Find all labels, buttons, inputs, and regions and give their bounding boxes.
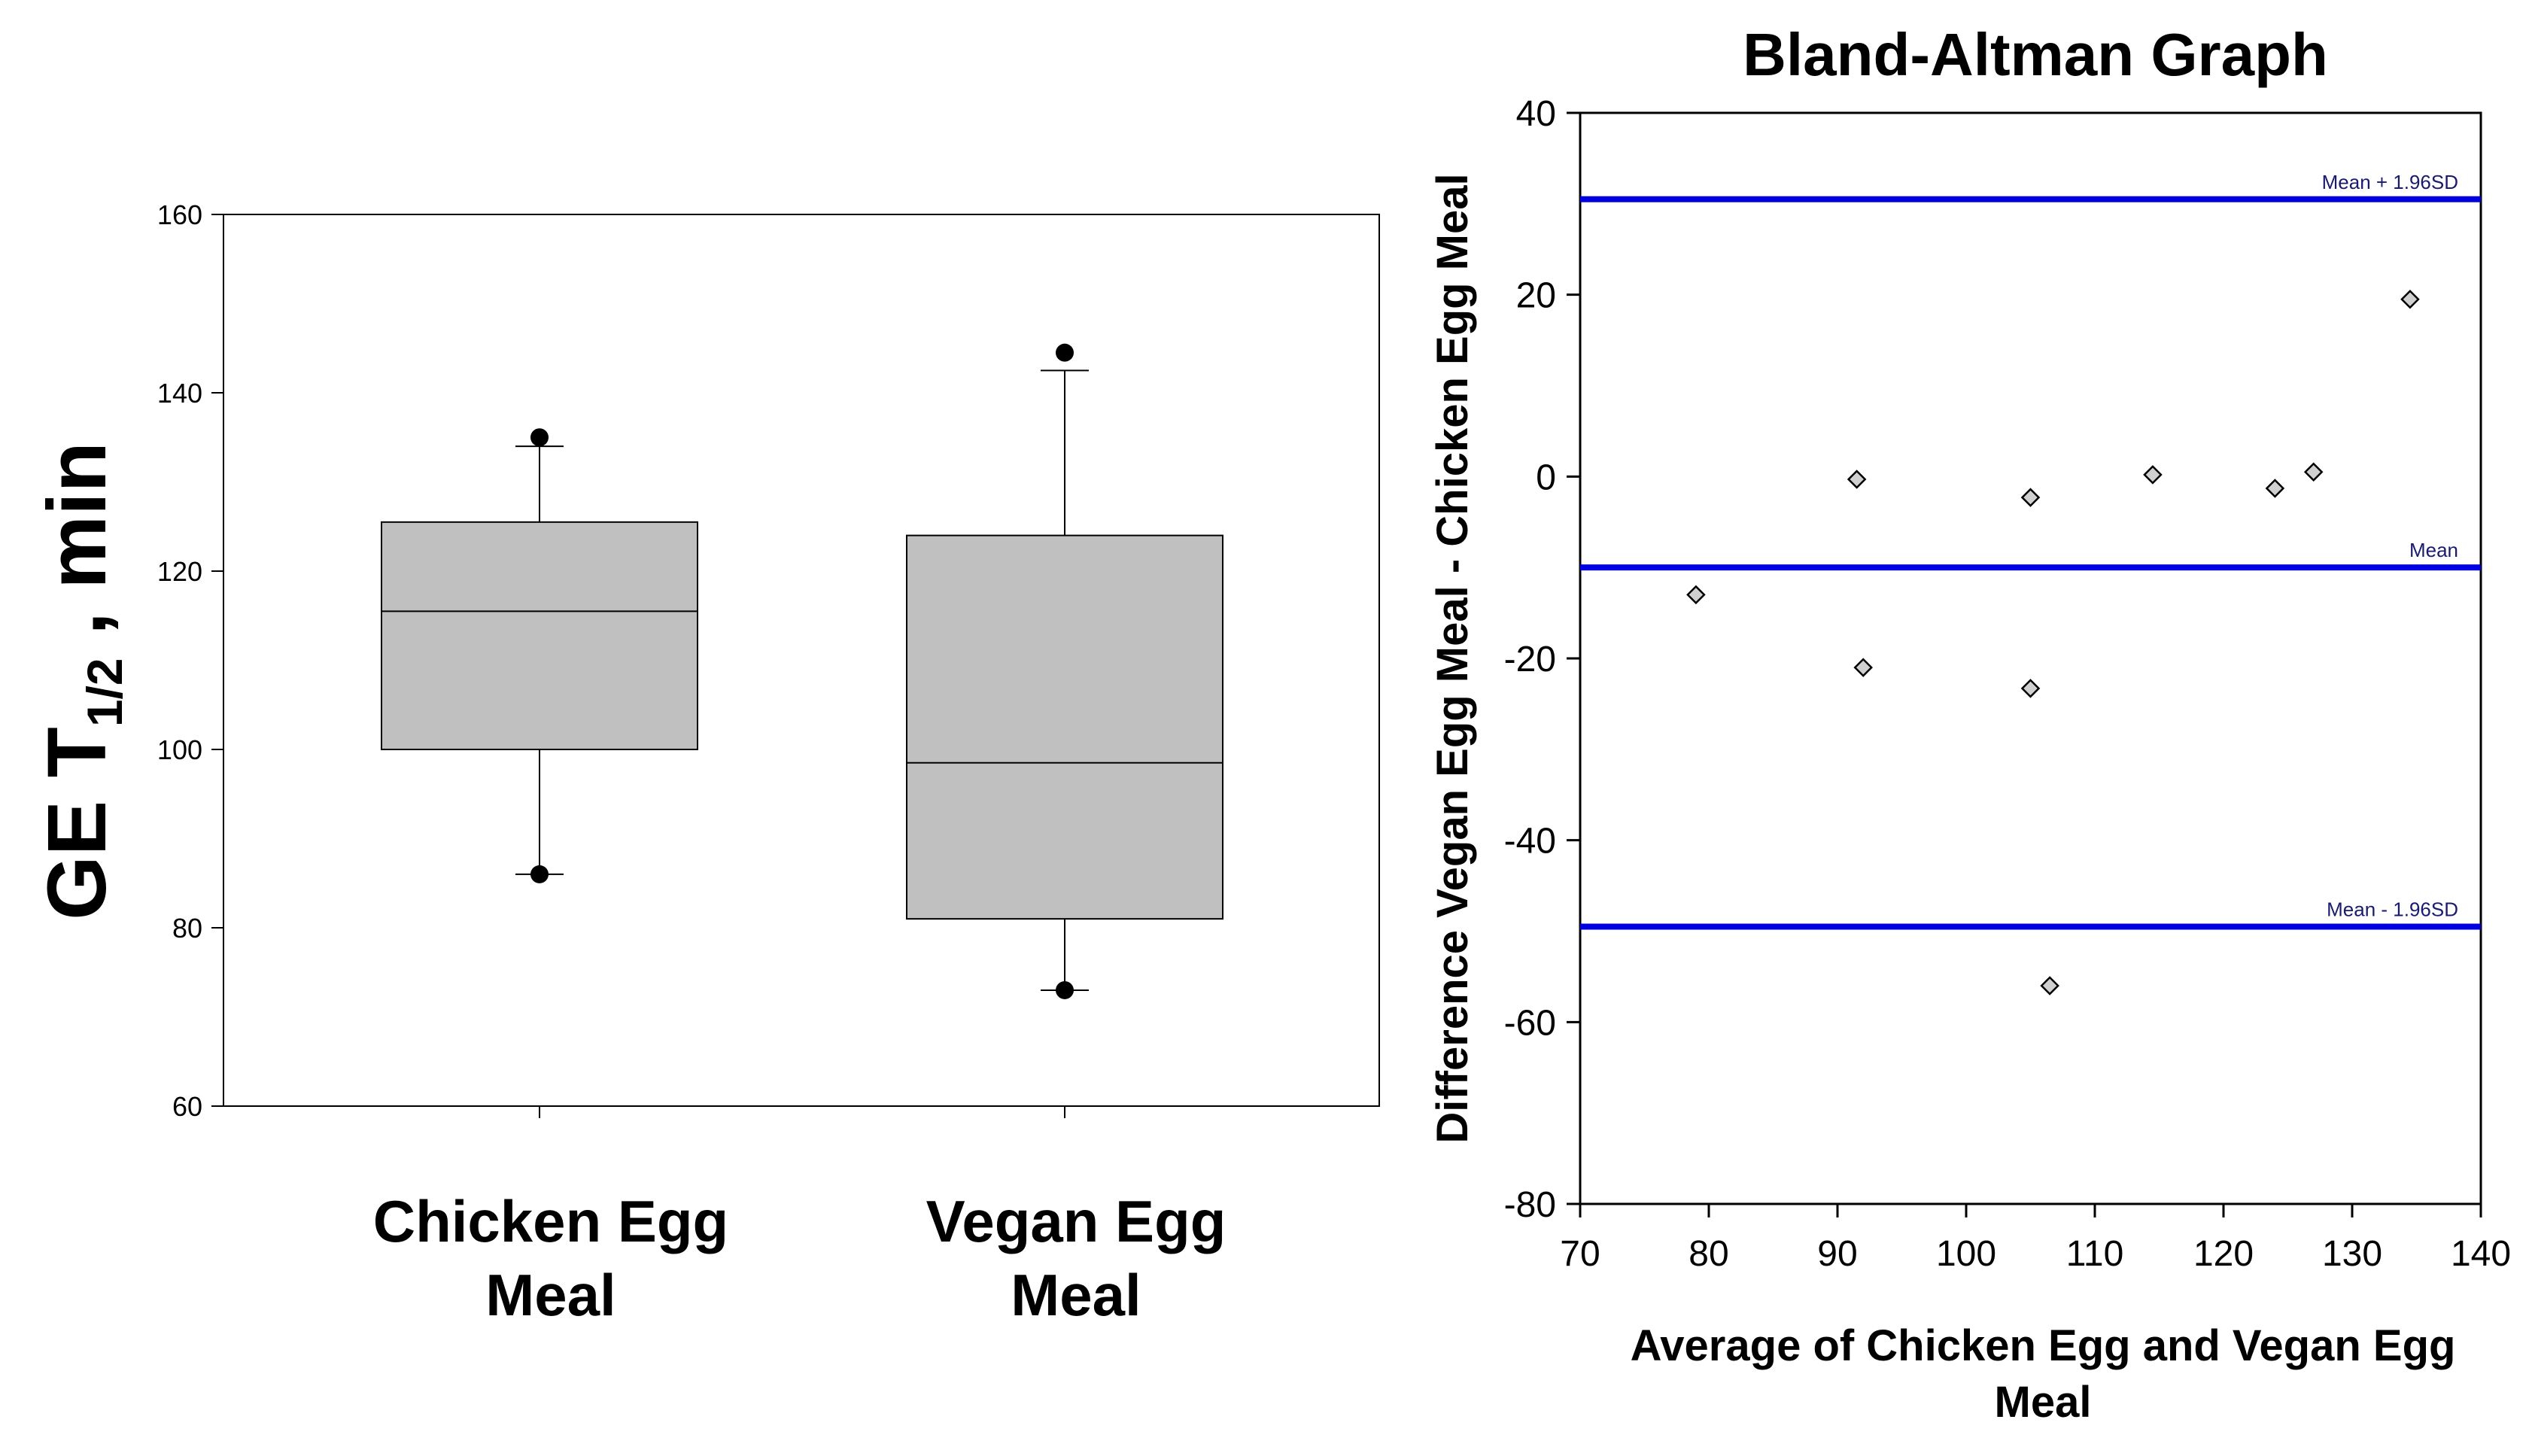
y-tick-label: 40: [1516, 94, 1556, 134]
data-point: [2020, 679, 2041, 698]
bland-altman-panel: Bland-Altman Graph -80 -60 -40 -20 0 20 40 70 80 9…: [1428, 21, 2511, 1427]
chart-title: Bland-Altman Graph: [1743, 21, 2328, 88]
x-tick-label: 130: [2322, 1234, 2382, 1274]
x-axis-label: Average of Chicken Egg and Vegan Egg: [1631, 1321, 2456, 1370]
data-point: [2400, 289, 2420, 309]
y-tick-label: 60: [172, 1091, 202, 1122]
category-label: Vegan Egg: [926, 1188, 1226, 1254]
x-tick-label: 70: [1560, 1234, 1600, 1274]
outlier-point: [530, 428, 549, 447]
box-plot-panel: 60 80 100 120 140 160 Chicken Egg Meal Vegan Egg…: [31, 199, 1380, 1328]
x-tick-label: 120: [2193, 1234, 2254, 1274]
x-tick-label: 90: [1817, 1234, 1857, 1274]
outlier-point: [530, 865, 549, 883]
data-point: [2303, 462, 2324, 482]
outlier-point: [1056, 343, 1074, 362]
box: [906, 534, 1223, 920]
data-point: [2265, 479, 2285, 498]
y-axis-label: Difference Vegan Egg Meal - Chicken Egg …: [1428, 173, 1477, 1143]
category-label: Meal: [485, 1262, 616, 1328]
y-tick-label: 0: [1536, 457, 1556, 497]
box: [381, 521, 698, 750]
y-tick-label: 80: [172, 913, 202, 944]
y-tick-label: 20: [1516, 276, 1556, 316]
y-tick-label: 120: [157, 556, 202, 587]
y-tick-label: 100: [157, 734, 202, 765]
x-tick-label: 80: [1689, 1234, 1728, 1274]
data-point: [1686, 585, 1706, 605]
y-axis-label-main: GE T: [31, 727, 123, 920]
y-tick-label: -40: [1504, 822, 1556, 862]
y-axis-label: GE T1/2 , min: [31, 442, 132, 920]
plot-frame: [223, 214, 1380, 1107]
y-tick-label: -80: [1504, 1185, 1556, 1225]
reference-line-label: Mean: [2409, 539, 2458, 561]
data-point: [2143, 465, 2163, 485]
x-tick-label: 140: [2451, 1234, 2511, 1274]
y-axis-label-suffix: , min: [31, 442, 123, 658]
reference-line-label: Mean - 1.96SD: [2327, 898, 2458, 920]
outlier-point: [1056, 980, 1074, 999]
reference-line-label: Mean + 1.96SD: [2322, 171, 2458, 193]
y-tick-label: -60: [1504, 1003, 1556, 1043]
x-tick-label: 100: [1936, 1234, 1996, 1274]
y-tick-label: -20: [1504, 640, 1556, 679]
plot-frame: [1579, 111, 2482, 1205]
data-point: [2020, 488, 2041, 507]
y-tick-label: 160: [157, 199, 202, 230]
y-axis-label-subscript: 1/2: [77, 658, 132, 727]
data-point: [1847, 470, 1867, 489]
category-label: Chicken Egg: [373, 1188, 728, 1254]
x-tick-label: 110: [2066, 1234, 2124, 1274]
y-tick-label: 140: [157, 378, 202, 409]
data-point: [2040, 976, 2059, 995]
x-axis-label: Meal: [1995, 1378, 2092, 1427]
category-label: Meal: [1011, 1262, 1141, 1328]
data-point: [1853, 658, 1873, 677]
